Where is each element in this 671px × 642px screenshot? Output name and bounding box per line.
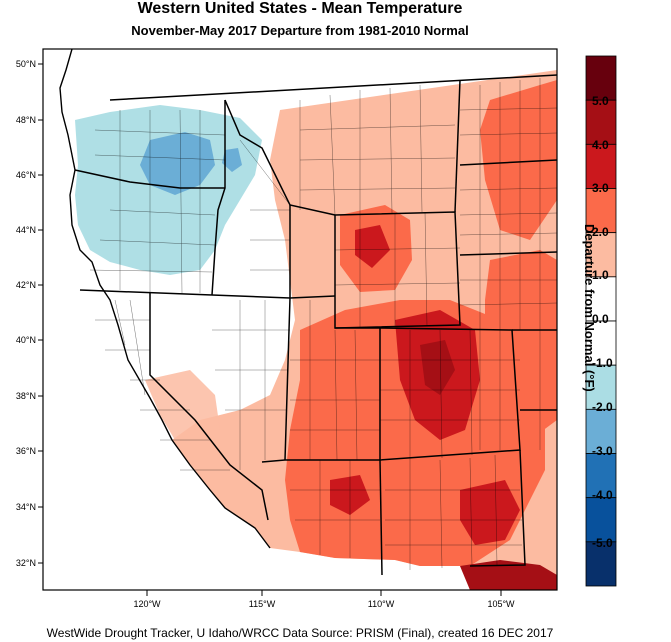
county-boundaries <box>89 78 557 570</box>
colorbar-swatch <box>585 99 617 145</box>
lat-label: 48°N <box>16 115 36 125</box>
colorbar-label: 0.0 <box>592 312 609 326</box>
lat-label: 36°N <box>16 446 36 456</box>
colorbar-label: 1.0 <box>592 268 609 282</box>
lat-label: 50°N <box>16 59 36 69</box>
lat-label: 42°N <box>16 280 36 290</box>
colorbar-swatch <box>585 55 617 101</box>
colorbar-labels: 5.0 4.0 3.0 2.0 1.0 0.0 -1.0 -2.0 -3.0 -… <box>592 94 613 550</box>
map-frame <box>42 48 558 591</box>
colorbar-title: Departure from Normal (°F) <box>582 224 597 392</box>
colorbar-swatch <box>585 188 617 234</box>
lon-label: 115°W <box>249 599 276 609</box>
map-credit: WestWide Drought Tracker, U Idaho/WRCC D… <box>46 626 554 640</box>
colorbar-label: 2.0 <box>592 225 609 239</box>
longitude-ticks <box>146 590 502 596</box>
colorbar-label: -5.0 <box>592 536 613 550</box>
colorbar-swatch <box>585 276 617 322</box>
colorbar-label: -3.0 <box>592 444 613 458</box>
warm-extreme-colorado-core <box>420 340 455 395</box>
colorbar <box>585 55 617 587</box>
colorbar-label: 3.0 <box>592 181 609 195</box>
lat-label: 44°N <box>16 225 36 235</box>
lat-label: 46°N <box>16 170 36 180</box>
lat-label: 40°N <box>16 335 36 345</box>
map-subtitle: November-May 2017 Departure from 1981-20… <box>131 23 469 38</box>
warm-region-kansas <box>485 250 557 440</box>
warm-region-plains <box>480 80 557 240</box>
latitude-ticks <box>38 63 43 564</box>
lat-label: 38°N <box>16 391 36 401</box>
colorbar-swatch <box>585 453 617 499</box>
colorbar-label: 4.0 <box>592 138 609 152</box>
colorbar-label: -1.0 <box>592 356 613 370</box>
colorbar-label: 5.0 <box>592 94 609 108</box>
colorbar-swatch <box>585 541 617 587</box>
warm-extreme-southeast-nm <box>460 560 557 590</box>
map-title: Western United States - Mean Temperature <box>137 0 463 17</box>
colorbar-swatch <box>585 143 617 189</box>
cool-anomaly-core <box>140 132 215 195</box>
warm-strong-new-mexico <box>460 480 520 545</box>
cool-anomaly-idaho <box>222 148 242 172</box>
lat-label: 34°N <box>16 502 36 512</box>
warm-strong-wyoming <box>355 225 390 268</box>
lat-label: 32°N <box>16 558 36 568</box>
longitude-labels: 120°W 115°W 110°W 105°W <box>133 599 515 609</box>
lon-label: 105°W <box>487 599 515 609</box>
colorbar-label: -2.0 <box>592 400 613 414</box>
map-surface <box>43 49 557 590</box>
coastline <box>59 49 271 549</box>
lon-label: 120°W <box>133 599 161 609</box>
colorbar-swatch <box>585 232 617 278</box>
latitude-labels: 50°N 48°N 46°N 44°N 42°N 40°N 38°N 36°N … <box>16 59 36 568</box>
colorbar-swatch <box>585 364 617 410</box>
lon-label: 110°W <box>368 599 395 609</box>
colorbar-label: -4.0 <box>592 488 613 502</box>
